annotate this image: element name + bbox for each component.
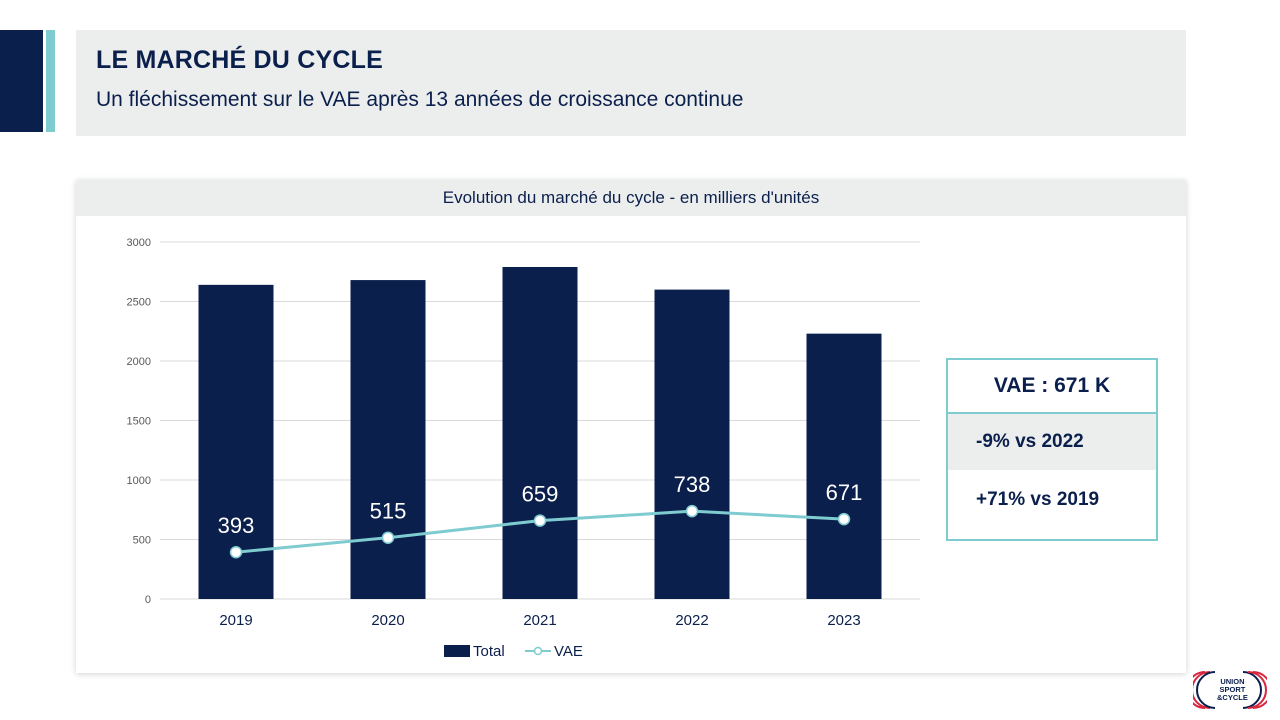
kpi-box: VAE : 671 K -9% vs 2022 +71% vs 2019: [946, 358, 1158, 541]
vae-data-label: 515: [370, 499, 407, 524]
vae-data-label: 393: [218, 513, 255, 538]
y-tick-label: 1000: [127, 475, 151, 487]
page-title: LE MARCHÉ DU CYCLE: [96, 46, 383, 74]
vae-data-label: 738: [674, 472, 711, 497]
chart-title-bar: Evolution du marché du cycle - en millie…: [76, 180, 1186, 216]
header-panel: LE MARCHÉ DU CYCLE Un fléchissement sur …: [76, 30, 1186, 136]
y-tick-label: 2000: [127, 356, 151, 368]
union-sport-cycle-logo: UNION SPORT &CYCLE: [1186, 668, 1272, 712]
chart-title: Evolution du marché du cycle - en millie…: [442, 188, 820, 207]
y-tick-label: 1500: [127, 416, 151, 428]
vae-data-label: 671: [826, 480, 863, 505]
y-tick-label: 3000: [127, 237, 151, 249]
accent-bar-dark: [0, 30, 43, 132]
vae-point: [837, 512, 851, 526]
legend-label-total: Total: [473, 643, 505, 660]
bar-total: [502, 266, 578, 599]
logo-text-sport: SPORT: [1219, 685, 1246, 694]
chart-svg: 0 500 1000 1500 2000 2500 3000 2019 2020 2021 2022…: [127, 237, 920, 660]
x-tick-label: 2023: [827, 612, 860, 629]
page-subtitle: Un fléchissement sur le VAE après 13 ann…: [96, 88, 744, 111]
x-tick-label: 2021: [523, 612, 556, 629]
x-tick-label: 2019: [219, 612, 252, 629]
x-tick-label: 2022: [675, 612, 708, 629]
logo-text: UNION SPORT &CYCLE: [1217, 678, 1248, 702]
y-tick-label: 500: [133, 535, 151, 547]
x-tick-label: 2020: [371, 612, 404, 629]
legend-swatch-total: [444, 645, 470, 657]
bar-total: [350, 280, 426, 599]
vae-point: [685, 504, 699, 518]
accent-bar-light: [46, 30, 55, 132]
vae-point: [533, 514, 547, 527]
bar-total: [806, 333, 882, 599]
logo-text-union: UNION: [1220, 677, 1245, 686]
kpi-change-vs-2019: +71% vs 2019: [976, 489, 1100, 510]
y-tick-label: 2500: [127, 297, 151, 309]
legend-marker-vae: [533, 646, 543, 656]
bar-total: [654, 289, 730, 599]
legend-label-vae: VAE: [554, 643, 583, 660]
kpi-headline: VAE : 671 K: [948, 360, 1156, 414]
y-tick-label: 0: [145, 594, 151, 606]
kpi-change-vs-2022: -9% vs 2022: [948, 414, 1156, 470]
vae-point: [381, 531, 395, 544]
logo-text-cycle: &CYCLE: [1217, 693, 1248, 702]
vae-data-label: 659: [522, 482, 559, 507]
vae-point: [229, 545, 243, 559]
